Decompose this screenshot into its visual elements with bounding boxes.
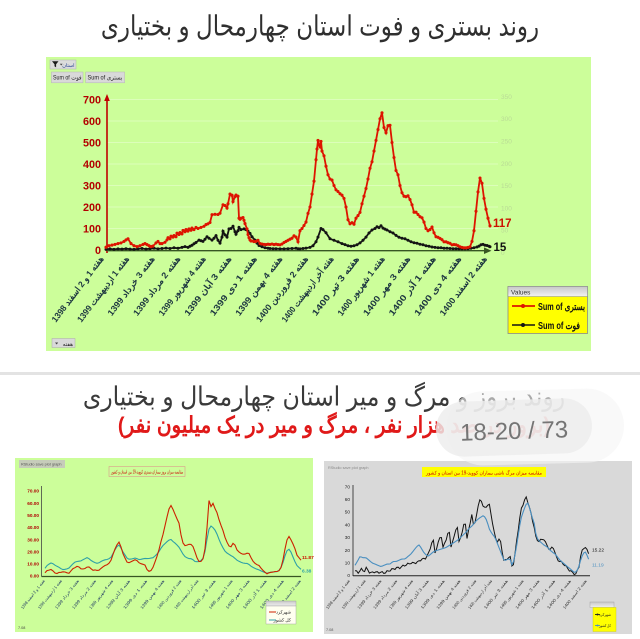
svg-text:0: 0 xyxy=(501,250,505,257)
svg-text:20.00: 20.00 xyxy=(27,549,39,554)
svg-text:0: 0 xyxy=(347,573,350,578)
svg-text:40.00: 40.00 xyxy=(27,525,39,530)
svg-text:Values: Values xyxy=(511,290,531,297)
svg-text:700: 700 xyxy=(83,95,101,107)
svg-text:11.87: 11.87 xyxy=(302,555,314,561)
svg-text:مقایسه میزان مرگ ناشی بیماران: مقایسه میزان مرگ ناشی بیماران کووید-19 ب… xyxy=(425,470,542,477)
svg-text:7.08: 7.08 xyxy=(326,628,333,632)
svg-text:30: 30 xyxy=(345,535,351,540)
svg-text:300: 300 xyxy=(83,181,101,193)
svg-text:15: 15 xyxy=(494,242,507,254)
svg-text:شهرکرد: شهرکرد xyxy=(599,612,611,617)
svg-text:40: 40 xyxy=(345,522,351,527)
svg-text:30.00: 30.00 xyxy=(27,537,39,542)
svg-text:20: 20 xyxy=(345,548,351,553)
svg-text:هفته: هفته xyxy=(63,342,73,348)
svg-text:350: 350 xyxy=(501,94,512,101)
svg-text:6.38: 6.38 xyxy=(302,569,312,575)
svg-text:هفته 3 آبان 1399: هفته 3 آبان 1399 xyxy=(181,253,233,318)
svg-text:100: 100 xyxy=(501,205,512,212)
svg-text:150: 150 xyxy=(501,183,512,190)
svg-text:300: 300 xyxy=(501,116,512,123)
svg-text:مقایسه میزان بروز بیماران بستر: مقایسه میزان بروز بیماران بستری کووید-19… xyxy=(110,470,183,476)
svg-text:11.19: 11.19 xyxy=(592,563,604,569)
svg-text:RStudio save plot graph: RStudio save plot graph xyxy=(21,463,62,467)
svg-text:شهرکرد: شهرکرد xyxy=(276,610,291,616)
svg-text:RStudio save plot graph: RStudio save plot graph xyxy=(328,466,369,470)
svg-text:117: 117 xyxy=(493,218,512,230)
svg-text:200: 200 xyxy=(83,202,101,214)
svg-text:50: 50 xyxy=(345,510,351,515)
svg-text:70.00: 70.00 xyxy=(27,489,39,494)
svg-text:100: 100 xyxy=(83,224,101,236)
svg-text:Sum of بستری: Sum of بستری xyxy=(538,302,585,313)
svg-text:استان: استان xyxy=(62,63,74,69)
svg-text:60.00: 60.00 xyxy=(27,501,39,506)
svg-text:0: 0 xyxy=(95,245,101,257)
svg-text:50.00: 50.00 xyxy=(27,513,39,518)
svg-text:70: 70 xyxy=(345,484,351,489)
svg-text:50: 50 xyxy=(501,228,509,235)
svg-text:کل کشور: کل کشور xyxy=(273,618,292,624)
svg-text:Sum of فوت: Sum of فوت xyxy=(538,321,580,332)
svg-text:کل کشور: کل کشور xyxy=(598,623,611,628)
svg-text:15.22: 15.22 xyxy=(592,548,604,554)
svg-text:هفته 2 اسفند 1400: هفته 2 اسفند 1400 xyxy=(437,254,489,318)
svg-text:400: 400 xyxy=(83,159,101,171)
svg-text:200: 200 xyxy=(501,161,512,168)
svg-text:10.00: 10.00 xyxy=(27,562,39,567)
svg-text:7.08: 7.08 xyxy=(18,626,25,630)
svg-text:0.00: 0.00 xyxy=(30,574,40,579)
svg-text:600: 600 xyxy=(83,116,101,128)
svg-text:10: 10 xyxy=(345,561,351,566)
svg-text:250: 250 xyxy=(501,139,512,146)
svg-text:Sum of بستری: Sum of بستری xyxy=(88,76,123,82)
svg-text:Sum of فوت: Sum of فوت xyxy=(53,76,82,82)
svg-text:500: 500 xyxy=(83,138,101,150)
svg-text:60: 60 xyxy=(345,497,351,502)
